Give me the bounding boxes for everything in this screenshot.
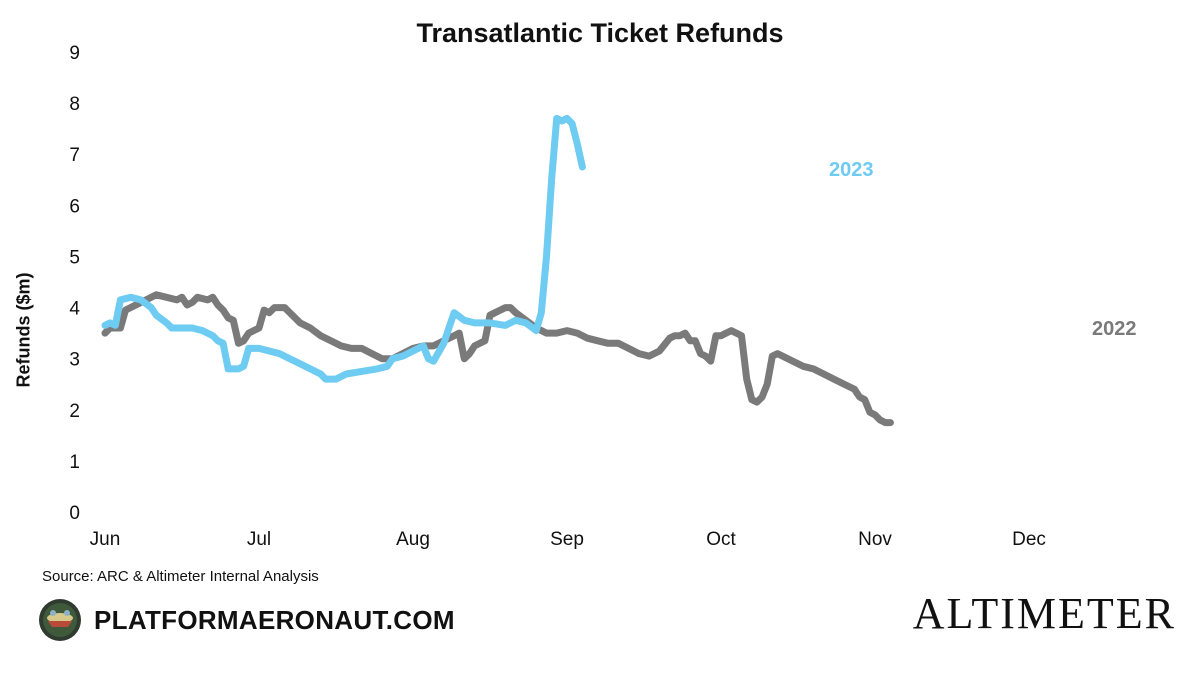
series-line-2023 [101,114,586,383]
altimeter-logo: ALTIMETER [912,589,1176,638]
y-tick-label: 3 [69,350,80,371]
y-tick-label: 0 [69,503,80,524]
x-tick-label: Sep [550,529,584,550]
y-tick-label: 6 [69,196,80,217]
x-tick-label: Nov [858,529,892,550]
y-tick-label: 8 [69,94,80,115]
y-tick-label: 7 [69,145,80,166]
series-label-2022: 2022 [1092,318,1137,340]
line-chart: 0 1 2 3 4 5 6 7 8 9 Jun Jul Aug Sep Oct Nov Dec 2023 2022 [69,43,1137,550]
y-tick-label: 4 [69,299,80,320]
x-tick-label: Jun [90,529,121,550]
x-tick-label: Oct [706,529,736,550]
chart-title: Transatlantic Ticket Refunds [416,18,784,48]
series-label-2023: 2023 [829,159,874,181]
x-tick-label: Aug [396,529,430,550]
x-tick-label: Dec [1012,529,1046,550]
y-tick-label: 2 [69,401,80,422]
y-tick-label: 5 [69,247,80,268]
platform-aeronaut-brand: PLATFORMAERONAUT.COM [94,604,455,635]
x-tick-label: Jul [247,529,271,550]
y-tick-label: 9 [69,43,80,64]
brand-left: PLATFORMAERONAUT.COM [38,598,455,642]
y-tick-label: 1 [69,452,80,473]
series-line-2022 [101,291,894,427]
source-note: Source: ARC & Altimeter Internal Analysi… [42,568,319,585]
platform-aeronaut-logo-icon [39,599,81,641]
